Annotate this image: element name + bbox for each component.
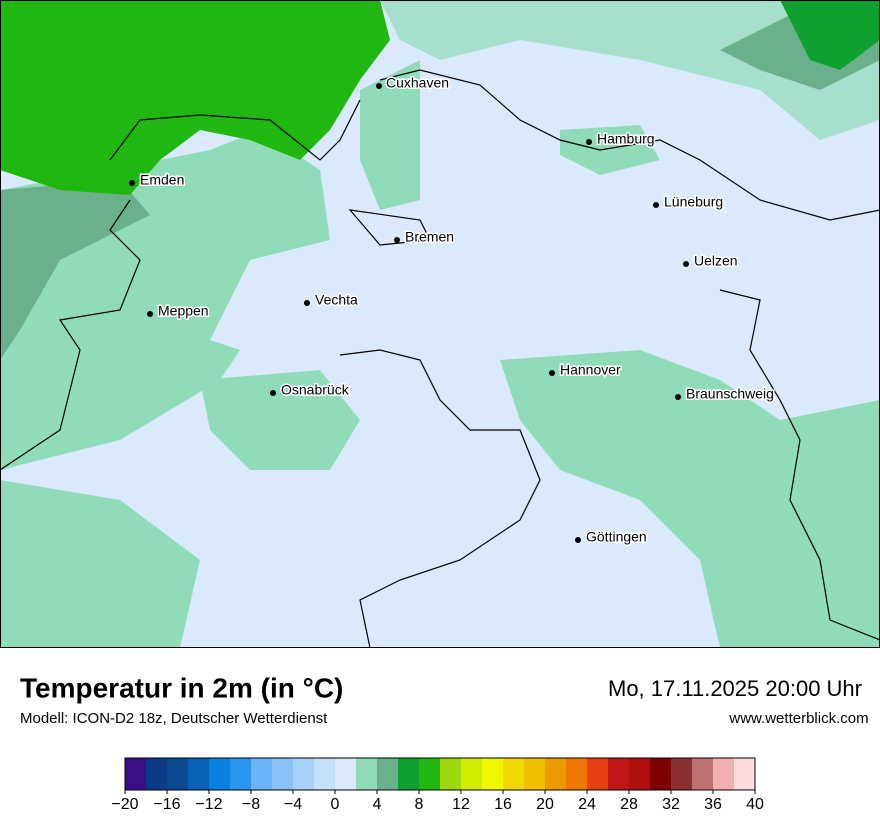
color-step (671, 758, 693, 790)
border (0, 69, 880, 649)
color-step (335, 758, 357, 790)
warm-area (500, 350, 880, 648)
city-label: Göttingen (586, 529, 647, 545)
city-labels: Cuxhaven Hamburg Emden Lüneburg Bremen U… (129, 73, 775, 546)
city-dot (549, 370, 555, 376)
date: Mo, 17.11.2025 20:00 Uhr (608, 676, 862, 701)
tick-label: −8 (242, 796, 260, 813)
color-step (629, 758, 651, 790)
city-dot (675, 394, 681, 400)
color-step (692, 758, 714, 790)
color-step (167, 758, 189, 790)
mild-area (0, 0, 390, 195)
tick-label: −4 (284, 796, 302, 813)
color-step (461, 758, 483, 790)
city-dot (270, 390, 276, 396)
warm-area (0, 480, 200, 648)
color-step (503, 758, 525, 790)
tick-label: 36 (704, 796, 722, 813)
color-step (734, 758, 756, 790)
tick-label: 0 (331, 796, 340, 813)
tick-label: −12 (195, 796, 222, 813)
map (0, 0, 880, 649)
color-step (293, 758, 315, 790)
city-label: Braunschweig (686, 386, 774, 402)
warm-area (560, 125, 660, 175)
city-dot (129, 180, 135, 186)
tick-label: −20 (111, 796, 138, 813)
city-dot (376, 83, 382, 89)
city-dot (683, 261, 689, 267)
color-step (566, 758, 588, 790)
title: Temperatur in 2m (in °C) (20, 672, 343, 703)
tick-label: −16 (153, 796, 180, 813)
color-step (314, 758, 336, 790)
city-label: Emden (140, 172, 184, 188)
color-step (524, 758, 546, 790)
tick-label: 24 (578, 796, 596, 813)
warm-area (200, 370, 360, 470)
tick-label: 12 (452, 796, 470, 813)
city-label: Lüneburg (664, 194, 723, 210)
city-dot (304, 300, 310, 306)
city-dot (394, 237, 400, 243)
city-dot (586, 139, 592, 145)
color-step (608, 758, 630, 790)
tick-label: 28 (620, 796, 638, 813)
mild-area (780, 0, 880, 70)
color-step (125, 758, 147, 790)
color-step (272, 758, 294, 790)
color-step (587, 758, 609, 790)
city-label: Bremen (405, 229, 454, 245)
color-step (356, 758, 378, 790)
city-label: Vechta (315, 292, 358, 308)
color-step (440, 758, 462, 790)
colorbar: −20 −16 −12 −8 −4 0 4 8 12 16 20 24 28 32 36 40 (111, 757, 764, 813)
color-step (419, 758, 441, 790)
city-dot (147, 311, 153, 317)
color-step (482, 758, 504, 790)
color-step (230, 758, 252, 790)
tick-label: 32 (662, 796, 680, 813)
colorbar-frame (124, 757, 756, 791)
color-step (377, 758, 399, 790)
city-label: Hannover (560, 362, 621, 378)
color-step (650, 758, 672, 790)
color-step (209, 758, 231, 790)
color-step (146, 758, 168, 790)
color-step (713, 758, 735, 790)
city-label: Cuxhaven (386, 75, 449, 91)
tick-label: 20 (536, 796, 554, 813)
city-label: Hamburg (597, 131, 655, 147)
city-label: Meppen (158, 303, 209, 319)
tick-label: 4 (373, 796, 382, 813)
website: www.wetterblick.com (728, 710, 868, 727)
tick-label: 8 (415, 796, 424, 813)
city-dot (575, 537, 581, 543)
color-step (545, 758, 567, 790)
color-step (398, 758, 420, 790)
city-label: Osnabrück (281, 382, 350, 398)
mild-area (0, 180, 150, 360)
color-step (188, 758, 210, 790)
warm-area (360, 60, 420, 210)
subtitle: Modell: ICON-D2 18z, Deutscher Wetterdie… (20, 710, 328, 727)
tick-label: 16 (494, 796, 512, 813)
color-step (251, 758, 273, 790)
city-dot (653, 202, 659, 208)
city-label: Uelzen (694, 253, 738, 269)
tick-label: 40 (746, 796, 764, 813)
